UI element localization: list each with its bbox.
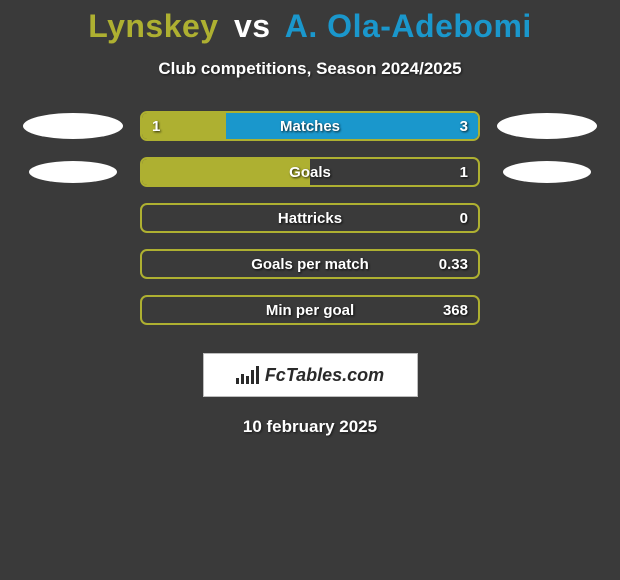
subtitle: Club competitions, Season 2024/2025	[0, 59, 620, 79]
logo-text: FcTables.com	[265, 365, 384, 386]
stat-row: 1Matches3	[0, 111, 620, 141]
stat-row: Hattricks0	[0, 203, 620, 233]
player1-name: Lynskey	[88, 8, 218, 44]
left-ellipse-slot	[18, 203, 128, 233]
stat-bar: Hattricks0	[140, 203, 480, 233]
left-ellipse-slot	[18, 157, 128, 187]
page-title: Lynskey vs A. Ola-Adebomi	[0, 8, 620, 45]
stat-label: Goals per match	[142, 251, 478, 277]
player1-ellipse-icon	[23, 113, 123, 139]
player2-name: A. Ola-Adebomi	[285, 8, 532, 44]
stat-row: Goals1	[0, 157, 620, 187]
stat-label: Goals	[142, 159, 478, 185]
stat-rows: 1Matches3Goals1Hattricks0Goals per match…	[0, 111, 620, 325]
vs-text: vs	[234, 8, 271, 44]
bar-chart-icon	[236, 366, 259, 384]
stat-label: Min per goal	[142, 297, 478, 323]
left-ellipse-slot	[18, 249, 128, 279]
stat-value-right: 1	[450, 159, 478, 185]
stat-value-right: 0	[450, 205, 478, 231]
player2-ellipse-icon	[497, 113, 597, 139]
stat-value-right: 3	[450, 113, 478, 139]
footer-logo[interactable]: FcTables.com	[203, 353, 418, 397]
stat-bar: Goals per match0.33	[140, 249, 480, 279]
stat-label: Hattricks	[142, 205, 478, 231]
stat-value-right: 0.33	[429, 251, 478, 277]
right-ellipse-slot	[492, 249, 602, 279]
stat-row: Min per goal368	[0, 295, 620, 325]
stat-value-right: 368	[433, 297, 478, 323]
left-ellipse-slot	[18, 295, 128, 325]
right-ellipse-slot	[492, 295, 602, 325]
right-ellipse-slot	[492, 203, 602, 233]
stat-row: Goals per match0.33	[0, 249, 620, 279]
stat-bar: Min per goal368	[140, 295, 480, 325]
player1-ellipse-icon	[29, 161, 117, 183]
left-ellipse-slot	[18, 111, 128, 141]
stat-bar: Goals1	[140, 157, 480, 187]
right-ellipse-slot	[492, 111, 602, 141]
date-text: 10 february 2025	[0, 417, 620, 437]
stat-bar: 1Matches3	[140, 111, 480, 141]
infographic-container: Lynskey vs A. Ola-Adebomi Club competiti…	[0, 0, 620, 437]
stat-label: Matches	[142, 113, 478, 139]
right-ellipse-slot	[492, 157, 602, 187]
player2-ellipse-icon	[503, 161, 591, 183]
